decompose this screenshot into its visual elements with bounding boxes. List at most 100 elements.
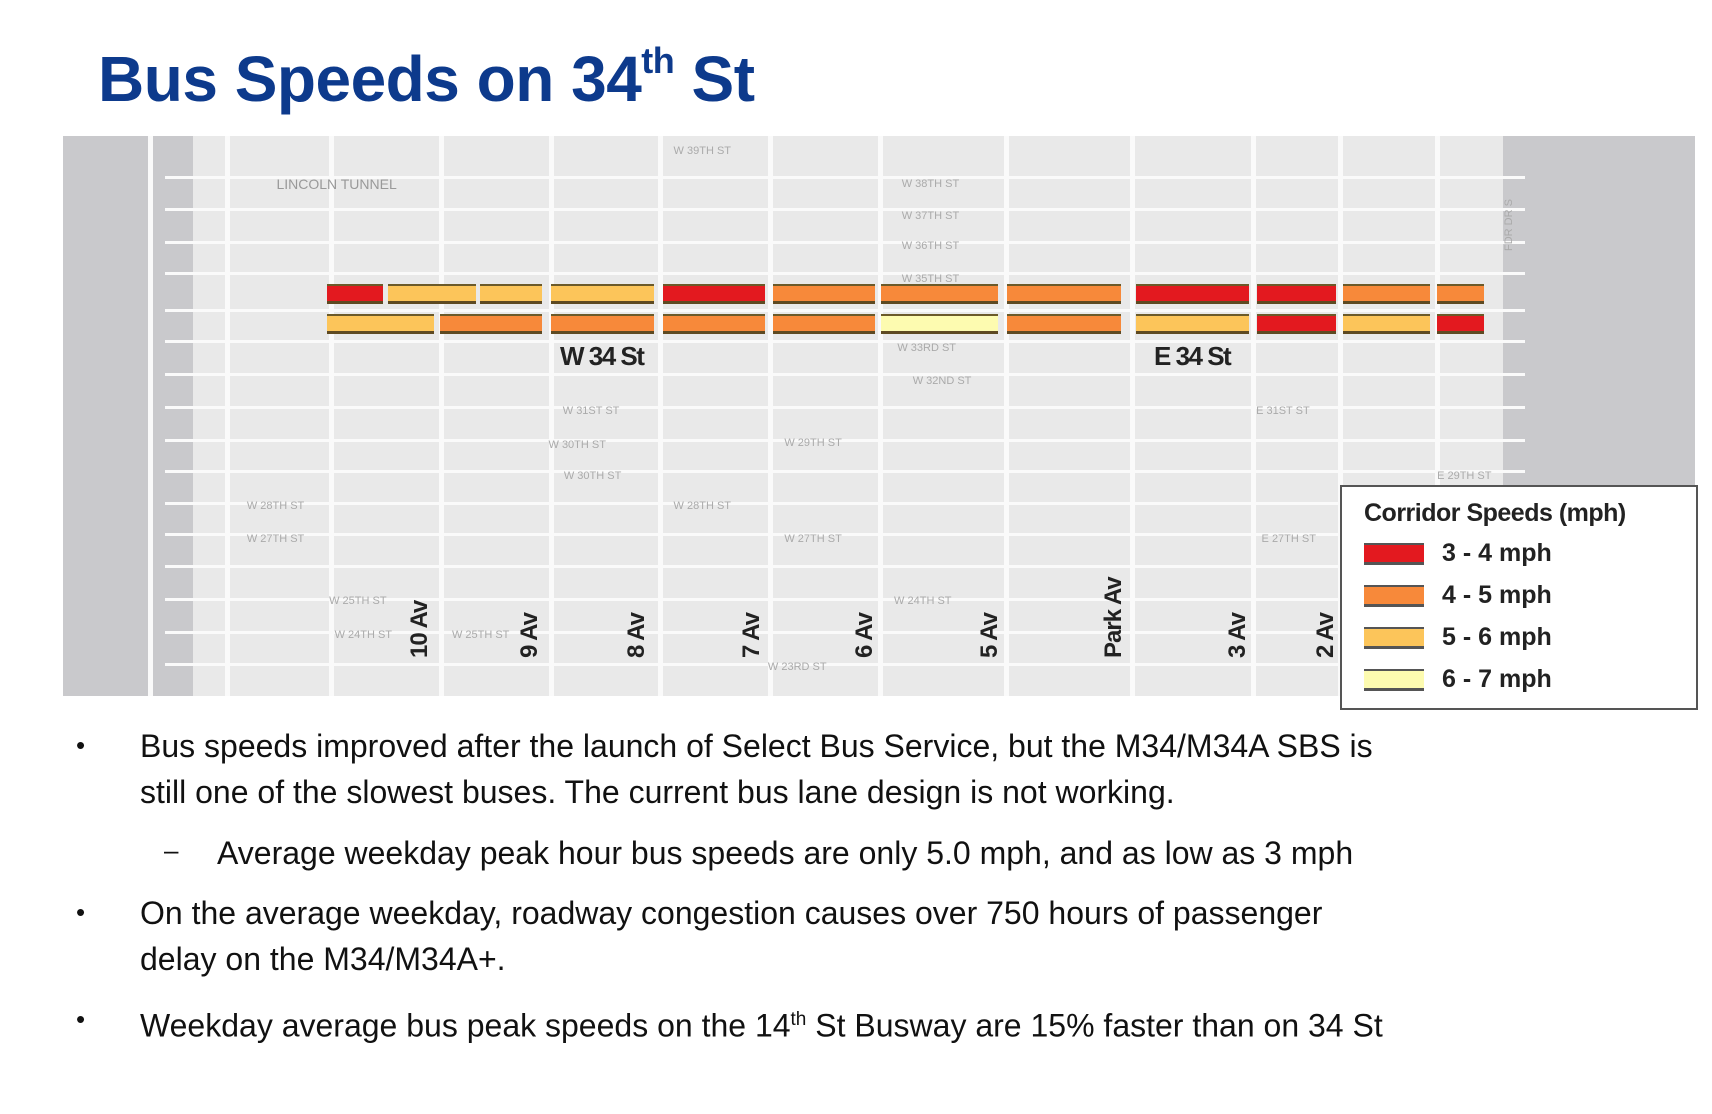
map-small-label: W 35TH ST xyxy=(901,273,960,286)
legend-swatch xyxy=(1364,669,1424,691)
map-small-label: W 28TH ST xyxy=(246,500,305,513)
eastbound-segment-4-5 xyxy=(1437,284,1485,305)
eastbound-segment-4-5 xyxy=(1342,284,1431,305)
street-road xyxy=(164,469,1525,473)
map-small-label: W 27TH ST xyxy=(246,533,305,546)
map-small-label: W 30TH ST xyxy=(563,469,622,482)
westbound-segment-4-5 xyxy=(773,313,876,334)
avenue-road xyxy=(224,136,230,696)
w34-label: W 34 St xyxy=(560,341,645,371)
bullet-1-line-2: still one of the slowest buses. The curr… xyxy=(140,774,1175,810)
eastbound-segment-3-4 xyxy=(1136,284,1250,305)
page-title: Bus Speeds on 34th St xyxy=(98,40,755,116)
title-text: Bus Speeds on 34 xyxy=(98,43,642,115)
avenue-road xyxy=(658,136,664,696)
avenue-label: 5 Av xyxy=(976,613,1004,659)
map-small-label: W 33RD ST xyxy=(897,342,957,355)
avenue-label: 2 Av xyxy=(1312,613,1339,659)
bullet-3-marker: • xyxy=(76,1004,86,1034)
street-road xyxy=(164,564,1525,568)
legend-title: Corridor Speeds (mph) xyxy=(1364,499,1626,527)
bullet-2-line-1: On the average weekday, roadway congesti… xyxy=(140,895,1323,931)
street-road xyxy=(164,533,1525,537)
westbound-segment-4-5 xyxy=(550,313,654,334)
eastbound-segment-5-6 xyxy=(480,284,542,305)
westbound-segment-3-4 xyxy=(1257,313,1337,334)
map-small-label: E 27TH ST xyxy=(1261,533,1316,546)
sub-bullet-1: Average weekday peak hour bus speeds are… xyxy=(217,835,1354,871)
street-road xyxy=(164,405,1525,409)
street-road xyxy=(164,208,1525,212)
avenue-label: Park Av xyxy=(1100,577,1128,659)
avenue-label: 3 Av xyxy=(1224,613,1252,659)
bullet-3-sup: th xyxy=(790,1009,807,1030)
street-road xyxy=(164,272,1525,276)
street-road xyxy=(164,502,1525,506)
westbound-segment-5-6 xyxy=(326,313,435,334)
map-small-label: E 31ST ST xyxy=(1256,404,1310,417)
map-small-label: W 28TH ST xyxy=(673,500,731,513)
avenue-label: 6 Av xyxy=(851,613,879,659)
avenue-label: 10 Av xyxy=(405,600,433,659)
map-small-label: LINCOLN TUNNEL xyxy=(276,175,397,192)
map-small-label: W 25TH ST xyxy=(329,594,387,607)
map-small-label: W 24TH ST xyxy=(894,594,952,607)
westbound-segment-5-6 xyxy=(1342,313,1431,334)
bullet-3-post: St Busway are 15% faster than on 34 St xyxy=(806,1007,1383,1044)
eastbound-segment-5-6 xyxy=(550,284,654,305)
eastbound-segment-4-5 xyxy=(773,284,876,305)
map-small-label: W 23RD ST xyxy=(767,661,827,674)
map-small-label: W 32ND ST xyxy=(912,375,972,388)
map-small-label: W 29TH ST xyxy=(784,436,842,449)
bullet-1-line-1: Bus speeds improved after the launch of … xyxy=(140,728,1373,764)
eastbound-segment-3-4 xyxy=(1257,284,1337,305)
eastbound-segment-4-5 xyxy=(880,284,999,305)
legend-label: 4 - 5 mph xyxy=(1442,581,1552,609)
speed-legend: Corridor Speeds (mph) 3 - 4 mph 4 - 5 mph… xyxy=(1340,485,1698,710)
street-road xyxy=(164,630,1525,634)
street-road xyxy=(164,340,1525,344)
map-small-label: W 39TH ST xyxy=(673,144,731,157)
map-small-label: W 37TH ST xyxy=(901,209,960,222)
avenue-road xyxy=(1250,136,1256,696)
bullet-1-marker: • xyxy=(76,730,86,760)
map-small-label: W 24TH ST xyxy=(334,628,393,641)
eastbound-segment-3-4 xyxy=(326,284,383,305)
street-road xyxy=(164,662,1525,666)
avenue-road xyxy=(1129,136,1135,696)
sub-bullet-marker: – xyxy=(164,835,179,865)
legend-label: 6 - 7 mph xyxy=(1442,665,1552,693)
avenue-road xyxy=(329,136,335,696)
map-small-label: W 38TH ST xyxy=(901,177,960,190)
legend-swatch xyxy=(1364,543,1424,565)
avenue-road xyxy=(548,136,554,696)
street-road xyxy=(164,175,1525,179)
street-road xyxy=(164,309,1525,313)
bullet-3: Weekday average bus peak speeds on the 1… xyxy=(140,997,1383,1049)
map-small-label: E 29TH ST xyxy=(1437,469,1492,482)
eastbound-segment-4-5 xyxy=(1007,284,1122,305)
avenue-road xyxy=(1003,136,1009,696)
eastbound-segment-3-4 xyxy=(662,284,765,305)
map-small-label: FDR DR S xyxy=(1503,199,1516,252)
eastbound-segment-5-6 xyxy=(388,284,477,305)
title-superscript: th xyxy=(641,40,675,81)
westbound-segment-3-4 xyxy=(1437,313,1485,334)
avenue-road xyxy=(767,136,773,696)
bullet-2-line-2: delay on the M34/M34A+. xyxy=(140,941,506,977)
westbound-segment-6-7 xyxy=(880,313,999,334)
bullet-2-marker: • xyxy=(76,897,86,927)
street-road xyxy=(164,438,1525,442)
street-road xyxy=(164,241,1525,245)
avenue-label: 8 Av xyxy=(623,613,651,659)
avenue-road xyxy=(1338,136,1344,696)
avenue-label: 9 Av xyxy=(515,613,543,659)
e34-label: E 34 St xyxy=(1154,341,1232,371)
bullet-3-pre: Weekday average bus peak speeds on the 1… xyxy=(140,1007,791,1044)
map-small-label: W 27TH ST xyxy=(784,533,842,546)
westbound-segment-4-5 xyxy=(439,313,542,334)
avenue-road xyxy=(877,136,883,696)
westbound-segment-4-5 xyxy=(1007,313,1122,334)
legend-label: 3 - 4 mph xyxy=(1442,539,1552,567)
legend-label: 5 - 6 mph xyxy=(1442,623,1552,651)
